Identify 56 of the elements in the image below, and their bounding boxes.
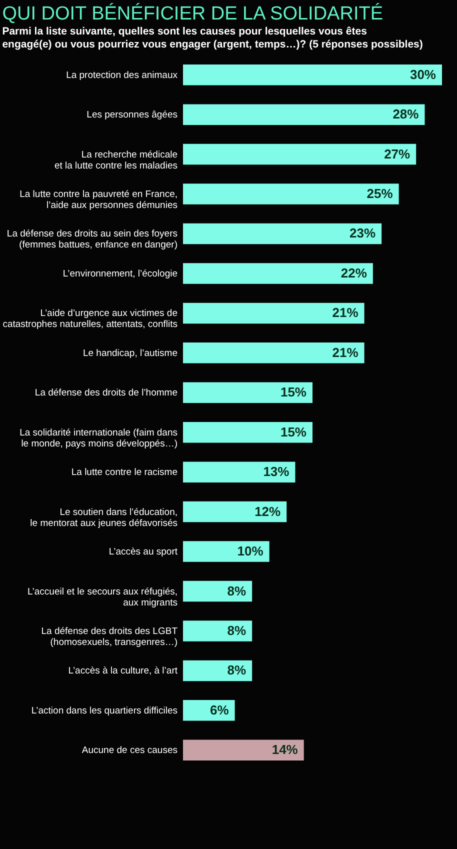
data-label: 6%: [210, 702, 230, 718]
y-tick-label: Le handicap, l’autisme: [82, 348, 178, 359]
bar: [183, 342, 364, 364]
y-tick-label: La défense des droits de l’homme: [34, 388, 178, 399]
data-label: 30%: [410, 66, 436, 82]
y-tick-label: La protection des animaux: [66, 70, 178, 81]
bar: [183, 620, 252, 642]
bar: [183, 541, 270, 562]
y-tick-label: Les personnes âgées: [86, 110, 178, 121]
data-label: 21%: [332, 305, 359, 320]
y-tick-label: L’environnement, l’écologie: [62, 268, 178, 280]
bar: [183, 422, 312, 443]
bar: [183, 660, 252, 682]
y-tick-label: Aucune de ces causes: [82, 745, 178, 756]
data-label: 8%: [227, 622, 246, 638]
y-tick-label: La lutte contre le racisme: [71, 467, 178, 478]
data-label: 23%: [350, 226, 376, 241]
bar: [183, 740, 304, 761]
bar: [183, 382, 312, 404]
data-label: 10%: [237, 544, 264, 559]
data-label: 14%: [272, 742, 298, 758]
data-label: 15%: [280, 424, 307, 440]
y-tick-label: La recherche médicale et la lutte contre les maladies: [54, 149, 178, 172]
bar: [183, 700, 235, 721]
y-tick-label: L’action dans les quartiers difficiles: [31, 705, 178, 716]
y-tick-label: L’accueil et le secours aux réfugiés, aux migrants: [28, 586, 178, 608]
data-label: 21%: [332, 344, 359, 360]
data-label: 25%: [366, 186, 394, 202]
data-label: 8%: [227, 583, 246, 598]
chart-subtitle: Parmi la liste suivante, quelles sont les causes pour lesquelles vous êtes engagé(e) ou vous pourriez vous engager (argent, temps…)? (5 réponses possibles): [2, 26, 423, 50]
y-tick-label: La défense des droits des LGBT (homosexuels, transgenres…): [41, 626, 178, 648]
y-tick-label: L’accès à la culture, à l’art: [68, 666, 178, 677]
bar: [183, 223, 382, 244]
y-tick-label: La solidarité internationale (faim dans le monde, pays moins développés…): [20, 427, 178, 450]
y-tick-label: La lutte contre la pauvreté en France, l’aide aux personnes démunies: [20, 189, 178, 212]
chart-title: QUI DOIT BÉNÉFICIER DE LA SOLIDARITÉ: [2, 2, 384, 24]
data-label: 15%: [280, 384, 307, 400]
bar: [183, 144, 416, 165]
bar: [183, 104, 425, 125]
data-label: 13%: [263, 464, 290, 480]
y-tick-label: Le soutien dans l’éducation, le mentorat aux jeunes défavorisés: [30, 506, 178, 529]
data-label: 8%: [227, 662, 246, 678]
bar: [183, 302, 364, 324]
y-tick-label: La défense des droits au sein des foyers (femmes battues, enfance en danger): [6, 228, 178, 251]
bar: [183, 501, 287, 522]
data-label: 28%: [392, 106, 420, 122]
y-tick-label: L’aide d’urgence aux victimes de catastrophes naturelles, attentats, conflits: [2, 308, 178, 330]
bar: [183, 580, 252, 602]
y-tick-label: L’accès au sport: [108, 546, 178, 558]
bar: [183, 64, 442, 86]
bar: [183, 263, 373, 284]
bar: [183, 184, 399, 204]
bar: [183, 462, 296, 482]
data-label: 22%: [340, 265, 368, 280]
data-label: 12%: [254, 504, 282, 519]
data-label: 27%: [384, 146, 411, 162]
